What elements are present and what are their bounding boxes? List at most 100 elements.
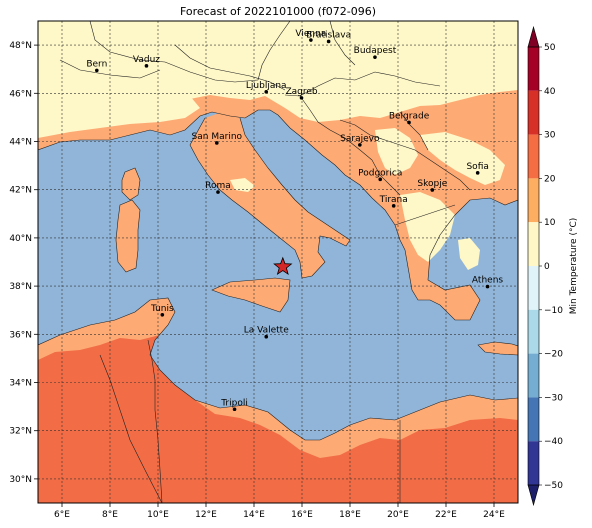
city-label: Vienna — [295, 29, 326, 39]
western-cool-band — [38, 40, 200, 138]
city-label: Tirana — [379, 195, 408, 205]
city-dot — [326, 39, 331, 44]
colorbar-tick-label: 30 — [544, 131, 556, 141]
colorbar-bin — [528, 353, 539, 398]
colorbar-extend-top — [527, 25, 540, 48]
colorbar-tick-label: 0 — [544, 262, 550, 272]
city-dot — [378, 177, 383, 182]
x-tick-label: 22°E — [435, 510, 457, 520]
city-label: Roma — [205, 181, 231, 191]
corsica-land — [122, 168, 140, 200]
x-tick-label: 10°E — [147, 510, 169, 520]
x-tick-label: 20°E — [387, 510, 409, 520]
y-tick-label: 36°N — [9, 330, 32, 340]
colorbar-bin — [528, 309, 539, 354]
tunisia-coastal-band — [38, 298, 175, 360]
colorbar-bin — [528, 90, 539, 135]
colorbar-tick-label: −40 — [544, 437, 563, 447]
colorbar-tick-label: 10 — [544, 218, 556, 228]
y-tick-label: 30°N — [9, 475, 32, 485]
libya-coastal-band — [195, 395, 518, 458]
colorbar-tick-label: −50 — [544, 481, 563, 491]
city-label: Skopje — [417, 179, 447, 189]
city-dot — [95, 68, 99, 73]
colorbar-bin — [528, 134, 539, 179]
y-tick-label: 48°N — [9, 41, 32, 51]
italy-land — [190, 112, 350, 278]
city-label: Bern — [86, 59, 107, 69]
colorbar-bin — [528, 397, 539, 442]
y-tick-label: 46°N — [9, 89, 32, 99]
temperature-field — [38, 21, 518, 503]
city-dot — [309, 38, 313, 42]
city-label: Belgrade — [389, 111, 430, 121]
city-label: Vaduz — [133, 55, 160, 65]
latitude-axis: 30°N 32°N 34°N 36°N 38°N 40°N 42°N 44°N 46°N 48°N — [9, 41, 38, 485]
y-tick-label: 44°N — [9, 138, 32, 148]
x-tick-label: 12°E — [195, 510, 217, 520]
crete-land — [478, 342, 518, 355]
x-tick-label: 14°E — [243, 510, 265, 520]
y-tick-label: 38°N — [9, 282, 32, 292]
temperature-colorbar: 50 40 30 20 10 0 −10 −20 −30 −40 −50 Min Temperatur… — [527, 25, 579, 507]
city-label: Bratislava — [306, 30, 351, 40]
city-label: Zagreb — [285, 87, 317, 97]
north-africa-land — [38, 298, 518, 503]
y-tick-label: 34°N — [9, 379, 32, 389]
colorbar-tick-label: 40 — [544, 87, 556, 97]
city-dot — [264, 90, 269, 94]
sicily-land — [212, 278, 290, 312]
city-dot — [232, 407, 237, 412]
city-dot — [373, 55, 377, 59]
country-borders — [38, 21, 518, 503]
city-label: Ljubljana — [246, 81, 287, 91]
city-label: Podgorica — [358, 168, 402, 178]
city-label: Tripoli — [220, 398, 248, 408]
city-label: Athens — [472, 276, 503, 286]
x-tick-label: 8°E — [102, 510, 118, 520]
balkan-cool-band-2 — [420, 132, 505, 185]
city-dot — [264, 334, 269, 339]
x-tick-label: 6°E — [54, 510, 70, 520]
colorbar-tick-label: 50 — [544, 43, 556, 53]
city-dot — [358, 143, 362, 147]
x-tick-label: 24°E — [483, 510, 505, 520]
city-dot — [391, 204, 396, 208]
colorbar-bin — [528, 47, 539, 91]
forecast-location-star-icon — [273, 256, 293, 276]
city-label: Sarajevo — [340, 134, 380, 144]
colorbar-bin — [528, 222, 539, 266]
city-dot — [475, 171, 480, 175]
city-label: Tunis — [150, 304, 174, 314]
colorbar-bin — [528, 266, 539, 310]
x-tick-label: 18°E — [339, 510, 361, 520]
colorbar-bin — [528, 441, 539, 485]
colorbar-label: Min Temperature (°C) — [569, 218, 579, 315]
colorbar-bin — [528, 178, 539, 223]
y-tick-label: 42°N — [9, 186, 32, 196]
city-dot — [216, 190, 220, 194]
city-label: San Marino — [192, 132, 243, 142]
central-cool-band — [175, 28, 518, 112]
colorbar-tick-label: −10 — [544, 306, 563, 316]
city-label: La Valette — [244, 326, 289, 336]
greece-cool-band — [458, 238, 480, 270]
city-dot — [430, 188, 435, 192]
city-dot — [299, 96, 304, 100]
city-dot — [215, 141, 219, 145]
colorbar-tick-label: −20 — [544, 350, 563, 360]
map-title: Forecast of 2022101000 (f072-096) — [179, 5, 377, 18]
balkan-cool-band-1 — [375, 128, 418, 175]
city-dot — [407, 120, 411, 125]
central-italy-cool-patch — [230, 178, 255, 192]
colorbar-extend-bottom — [527, 484, 540, 507]
y-tick-label: 40°N — [9, 234, 32, 244]
x-tick-label: 16°E — [291, 510, 313, 520]
city-dot — [160, 312, 165, 317]
city-label: Sofia — [466, 162, 488, 172]
sardinia-land — [116, 200, 140, 272]
star-marker — [273, 256, 293, 276]
city-dot — [144, 64, 149, 68]
